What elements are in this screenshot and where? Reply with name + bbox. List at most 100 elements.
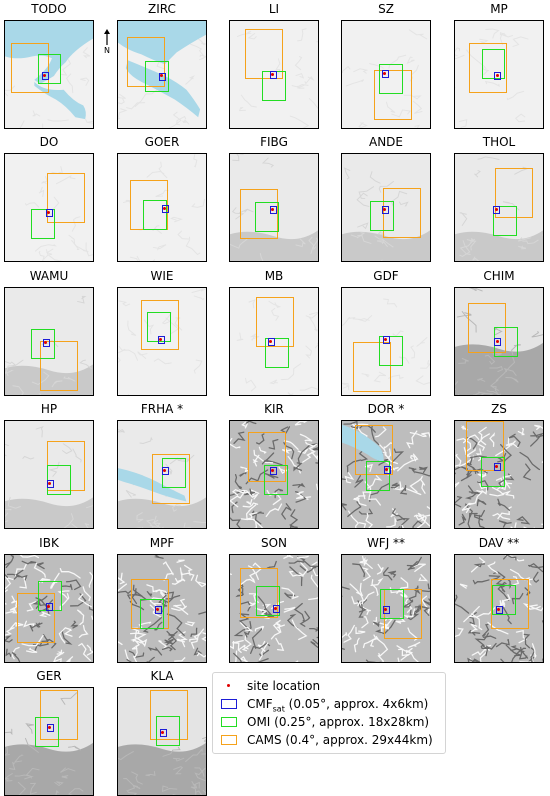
terrain-map [4, 687, 94, 796]
cmf-grid-box [42, 72, 49, 80]
omi-grid-box [265, 338, 289, 368]
cmf-grid-box [493, 206, 500, 214]
omi-grid-box [145, 61, 169, 92]
terrain-map [454, 420, 544, 529]
cams-grid-box [495, 168, 533, 218]
terrain-map [341, 287, 431, 396]
map-panel-son: SON [229, 537, 319, 663]
site-location-marker [163, 207, 166, 210]
cams-grid-box [374, 70, 412, 120]
map-panel-mp: MP [454, 3, 544, 129]
omi-grid-box [140, 599, 164, 629]
cmf-grid-box [384, 466, 391, 474]
panel-title: TODO [31, 2, 67, 16]
terrain-map [454, 20, 544, 129]
map-panel-gdf: GDF [341, 270, 431, 396]
terrain-map [4, 20, 94, 129]
map-panel-zs: ZS [454, 403, 544, 529]
legend-cmf-sub: sat [272, 704, 285, 714]
map-panel-ibk: IBK [4, 537, 94, 663]
site-location-marker [159, 338, 162, 341]
omi-grid-box [35, 717, 59, 747]
map-panel-kir: KIR [229, 403, 319, 529]
terrain-map [229, 153, 319, 262]
terrain-relief [342, 21, 430, 128]
map-panel-thol: THOL [454, 136, 544, 262]
cams-grid-box [355, 425, 393, 475]
terrain-relief [118, 688, 206, 795]
panel-title: ZS [491, 402, 507, 416]
cams-grid-box [47, 173, 85, 223]
map-panel-fibg: FIBG [229, 136, 319, 262]
panel-title: GOER [144, 135, 180, 149]
legend-label-cmf: CMFsat (0.05°, approx. 4x6km) [247, 696, 428, 717]
cams-grid-box [353, 342, 391, 392]
cmf-grid-box [160, 729, 167, 737]
terrain-relief [5, 421, 93, 528]
map-panel-hp: HP [4, 403, 94, 529]
cmf-box-icon [221, 699, 237, 709]
cams-grid-box [17, 593, 55, 643]
panel-title: ANDE [368, 135, 403, 149]
lake-shape [118, 21, 206, 118]
omi-grid-box [256, 586, 280, 616]
terrain-map [229, 20, 319, 129]
terrain-map [117, 153, 207, 262]
map-panel-wfj: WFJ ** [341, 537, 431, 663]
north-arrow: N [101, 29, 113, 55]
cmf-grid-box [162, 467, 169, 475]
omi-grid-box [38, 54, 61, 84]
terrain-map [4, 554, 94, 663]
terrain-relief [342, 288, 430, 395]
panel-title: CHIM [483, 269, 515, 283]
cmf-grid-box [494, 72, 501, 80]
cmf-grid-box [494, 463, 501, 471]
site-location-marker [48, 482, 51, 485]
map-panel-dor: DOR * [341, 403, 431, 529]
map-panel-li: LI [229, 3, 319, 129]
site-location-marker [47, 211, 50, 214]
site-location-marker [495, 208, 498, 211]
omi-grid-box [31, 329, 55, 359]
north-label: N [104, 46, 110, 55]
panel-title: FIBG [260, 135, 288, 149]
site-location-marker [384, 608, 387, 611]
terrain-map [117, 420, 207, 529]
terrain-map [4, 153, 94, 262]
terrain-map [341, 20, 431, 129]
lake-shape [5, 21, 93, 120]
cams-grid-box [256, 297, 294, 347]
panel-title: DOR * [367, 402, 405, 416]
terrain-map [4, 287, 94, 396]
map-panel-frha: FRHA * [117, 403, 207, 529]
terrain-map [341, 420, 431, 529]
site-location-marker [271, 208, 274, 211]
terrain-relief [230, 21, 318, 128]
cmf-grid-box [494, 338, 501, 346]
cams-grid-box [491, 579, 529, 629]
site-location-marker [384, 338, 387, 341]
map-panel-todo: TODO [4, 3, 94, 129]
panel-title: SZ [378, 2, 394, 16]
terrain-map [341, 153, 431, 262]
terrain-relief [5, 688, 93, 795]
map-panel-ande: ANDE [341, 136, 431, 262]
site-location-marker [269, 340, 272, 343]
omi-grid-box [370, 201, 394, 231]
cmf-grid-box [496, 606, 503, 614]
cams-grid-box [240, 568, 278, 618]
omi-grid-box [156, 716, 180, 746]
panel-title: WAMU [29, 269, 69, 283]
legend-label-site: site location [247, 679, 321, 693]
terrain-relief [118, 555, 206, 662]
site-location-marker [271, 73, 274, 76]
panel-title: MB [264, 269, 284, 283]
omi-grid-box [379, 64, 403, 94]
terrain-relief [455, 288, 543, 395]
cmf-grid-box [155, 606, 162, 614]
site-marker-icon [221, 681, 237, 691]
omi-grid-box [255, 202, 279, 232]
cams-grid-box [150, 690, 188, 740]
site-location-marker [47, 605, 50, 608]
terrain-relief [455, 421, 543, 528]
